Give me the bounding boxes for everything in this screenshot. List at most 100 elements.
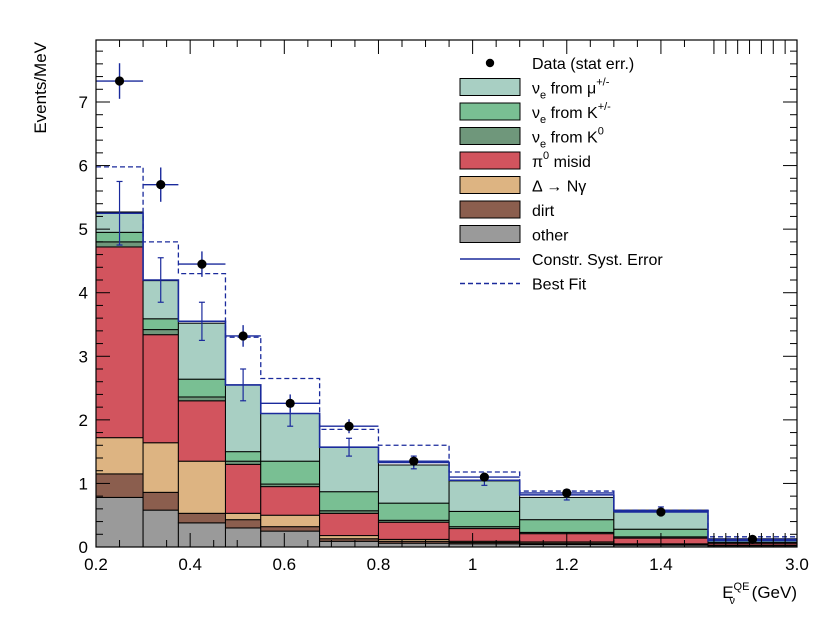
x-axis-title: EQE ν (GeV)	[722, 581, 797, 607]
data-point	[479, 472, 489, 482]
legend-entry: Best Fit	[460, 277, 587, 294]
bar-segment	[142, 318, 179, 331]
bar-segment	[177, 396, 226, 402]
bar-segment	[224, 463, 262, 514]
x-axis-title-unit: (GeV)	[747, 583, 797, 602]
series--e-from-	[95, 211, 798, 542]
y-tick-label: 3	[79, 347, 88, 366]
bar-segment	[177, 400, 226, 462]
bar-segment	[377, 521, 450, 540]
bar-segment	[142, 329, 179, 336]
x-tick-label: 0.6	[272, 555, 296, 574]
data-point	[409, 456, 419, 466]
legend-label-base: π	[532, 154, 543, 171]
bar-segment	[260, 530, 321, 548]
legend-label-sub: e	[540, 139, 546, 151]
x-tick-label: 0.4	[178, 555, 202, 574]
legend-entry: π0 misid	[459, 150, 591, 171]
x-axis-title-sup: QE	[734, 581, 750, 593]
legend-label: νe from K+/-	[532, 101, 611, 126]
axis-ticks: 0.2 0.4 0.6 0.8 1 1.2 1.4 3.0 0 1 2 3 4 5 6 7	[79, 40, 809, 574]
bar-segment	[260, 460, 321, 485]
legend-entry: νe from μ+/-	[459, 77, 610, 102]
legend-label: other	[532, 228, 569, 245]
y-axis-title: Events/MeV	[31, 41, 50, 133]
legend-entry: νe from K0	[459, 126, 604, 151]
legend-label: Constr. Syst. Error	[532, 252, 663, 269]
legend-marker	[485, 58, 495, 68]
bar-segment	[95, 473, 144, 498]
legend-label: π0 misid	[532, 150, 591, 171]
legend-label-base: ν	[532, 130, 540, 147]
legend-label: νe from μ+/-	[532, 77, 610, 102]
legend: Data (stat err.)νe from μ+/-νe from K+/-…	[459, 56, 663, 294]
bar-segment	[224, 519, 262, 529]
bar-segment	[319, 512, 379, 537]
legend-label: dirt	[532, 203, 555, 220]
bar-segment	[448, 480, 521, 512]
x-tick-label: 0.8	[367, 555, 391, 574]
legend-label-text: from μ	[546, 81, 596, 98]
legend-entry: other	[459, 225, 569, 245]
x-tick-label: 1	[468, 555, 477, 574]
legend-label-base: ν	[532, 81, 540, 98]
legend-label-sup: +/-	[596, 77, 609, 89]
plot-frame	[95, 39, 798, 548]
bar-segment	[448, 510, 521, 528]
bar-segment	[224, 527, 262, 548]
x-tick-label: 1.2	[555, 555, 579, 574]
legend-swatch	[459, 127, 521, 145]
legend-label-text: from K	[546, 105, 598, 122]
data-point	[747, 534, 758, 544]
legend-label-sup: +/-	[598, 101, 611, 113]
series--e-from-k-	[95, 231, 798, 544]
data-point	[285, 398, 295, 408]
bar-segment	[260, 514, 321, 528]
x-tick-label: 0.2	[84, 555, 108, 574]
legend-label: Best Fit	[532, 277, 587, 294]
legend-label-base: dirt	[532, 203, 555, 220]
bar-segment	[319, 491, 379, 512]
legend-label: νe from K0	[532, 126, 604, 151]
x-tick-label: 3.0	[785, 555, 809, 574]
bar-segment	[519, 519, 615, 533]
legend-entry: Data (stat err.)	[485, 56, 634, 73]
data-point	[156, 180, 166, 190]
bar-segment	[177, 522, 226, 548]
y-tick-label: 7	[79, 93, 88, 112]
bar-segment	[260, 486, 321, 516]
y-tick-label: 5	[79, 220, 88, 239]
x-axis-title-sub: ν	[729, 595, 735, 607]
data-point	[197, 259, 207, 269]
legend-label-base: ν	[532, 105, 540, 122]
series--0-misid	[95, 246, 798, 546]
legend-entry: dirt	[459, 200, 555, 220]
data-point	[114, 76, 125, 86]
legend-label: Δ → Nγ	[532, 179, 586, 196]
bar-segment	[142, 509, 179, 548]
y-tick-label: 6	[79, 157, 88, 176]
data-point	[238, 331, 248, 341]
legend-swatch	[459, 151, 521, 170]
y-tick-label: 0	[79, 538, 88, 557]
bar-segment	[142, 442, 179, 493]
bar-segment	[142, 491, 179, 511]
legend-entry: νe from K+/-	[459, 101, 611, 126]
legend-label-base: other	[532, 228, 569, 245]
bar-segment	[95, 496, 144, 548]
legend-label-text: misid	[549, 154, 591, 171]
legend-label-base: Δ → Nγ	[532, 179, 586, 196]
bar-segment	[319, 540, 379, 548]
data-point	[344, 421, 354, 431]
bar-segment	[224, 512, 262, 521]
bar-segment	[377, 502, 450, 521]
bar-segment	[142, 334, 179, 444]
legend-swatch	[459, 225, 521, 243]
data-point	[656, 507, 666, 517]
legend-label-sup: 0	[543, 150, 549, 162]
legend-label-sub: e	[540, 90, 546, 102]
bar-segment	[177, 460, 226, 514]
y-tick-label: 4	[79, 284, 88, 303]
legend-label: Data (stat err.)	[532, 56, 634, 73]
legend-label-text: from K	[546, 130, 598, 147]
